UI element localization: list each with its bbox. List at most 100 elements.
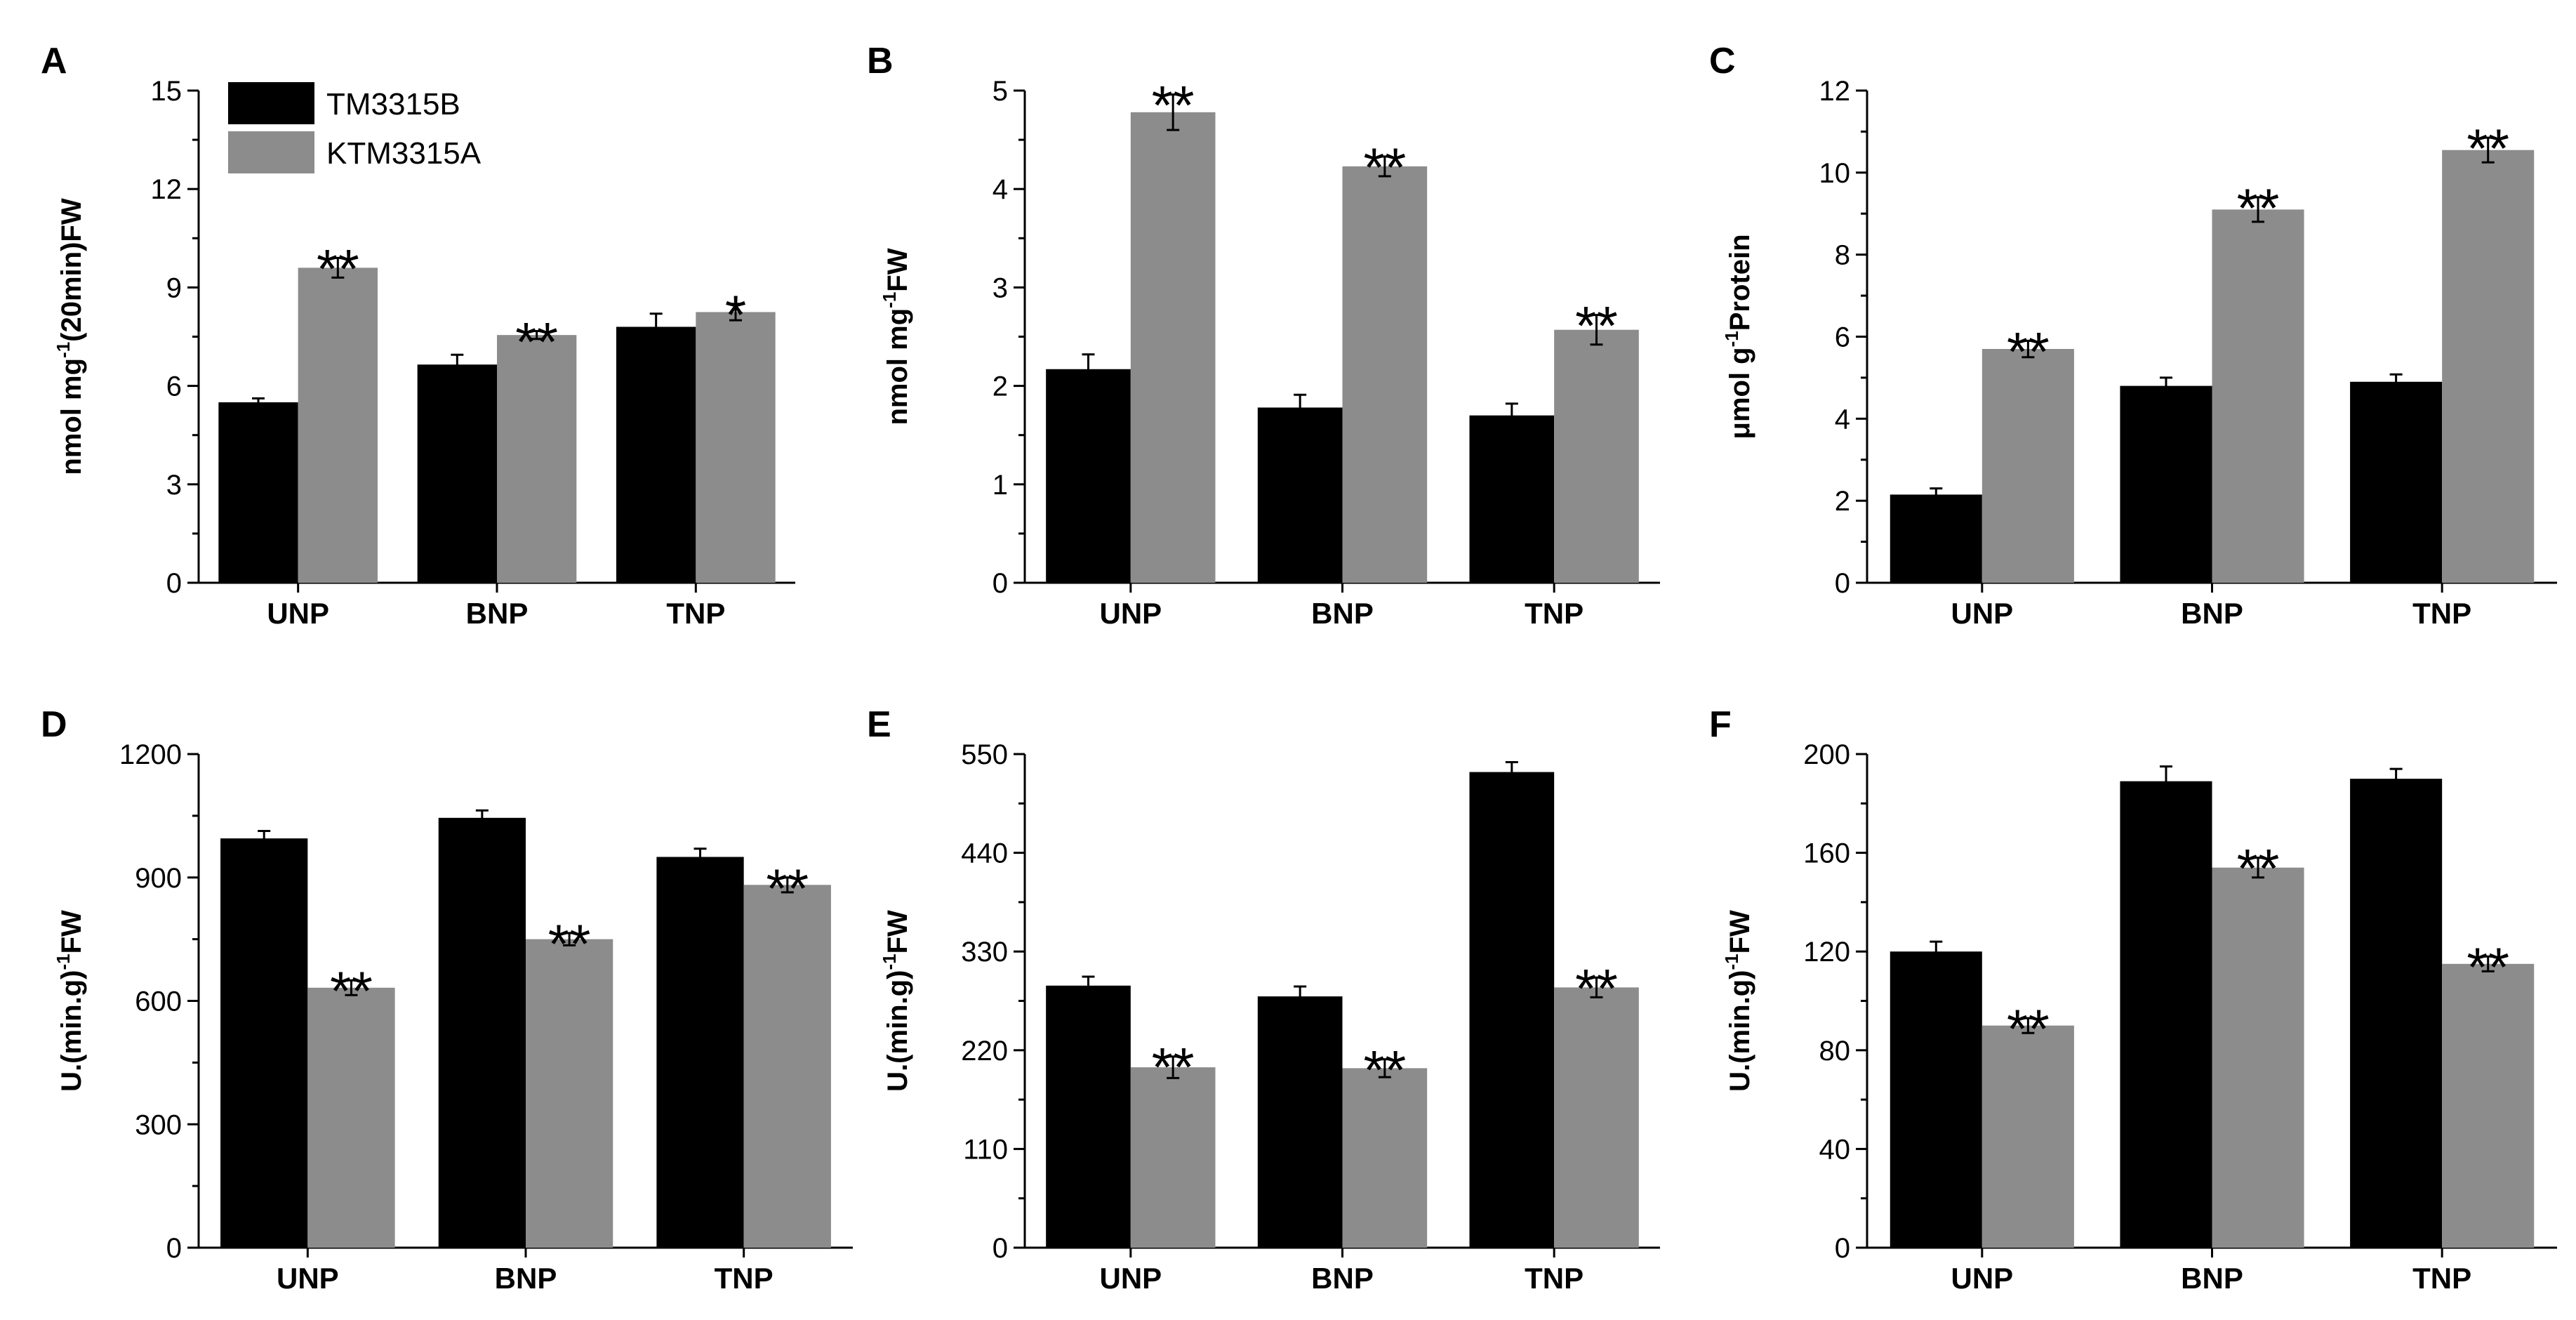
panel-a: A 0 3 6 9 12 15 UNP ** BNP ** TNP * nmol mg-1(20min)F…: [41, 41, 795, 630]
panel-letter: C: [1709, 41, 1736, 81]
y-axis-label: μmol g-1Protein: [1721, 234, 1755, 439]
x-tick-label: UNP: [267, 597, 329, 630]
y-tick-label: 8: [1835, 240, 1850, 271]
x-tick-label: TNP: [666, 597, 725, 630]
x-tick-label: TNP: [2412, 597, 2471, 630]
bar-ktm3315a: [2212, 209, 2304, 583]
bar-tm3315b: [1890, 951, 1982, 1248]
y-tick-label: 6: [1835, 322, 1850, 353]
y-axis-label: U.(min.g)-1FW: [53, 910, 87, 1092]
bar-ktm3315a: [298, 268, 378, 583]
legend-label-0: TM3315B: [326, 87, 460, 121]
legend-label-1: KTM3315A: [326, 136, 482, 171]
bar-ktm3315a: [1342, 1068, 1428, 1248]
bar-tm3315b: [656, 857, 744, 1248]
y-axis-label: U.(min.g)-1FW: [879, 910, 913, 1092]
x-tick-label: UNP: [1951, 1262, 2013, 1295]
x-tick-label: UNP: [1951, 597, 2013, 630]
y-tick-label: 2: [1835, 486, 1850, 517]
bar-ktm3315a: [2442, 963, 2535, 1248]
bar-ktm3315a: [1554, 329, 1639, 583]
y-axis-label: U.(min.g)-1FW: [1721, 910, 1755, 1092]
x-tick-label: BNP: [466, 597, 529, 630]
legend: TM3315B KTM3315A: [228, 82, 482, 173]
y-tick-label: 3: [166, 470, 182, 501]
panel-f: F 0 40 80 120 160 200 UNP ** BNP ** TNP ** U.(min.g)-…: [1709, 704, 2557, 1295]
panel-c: C 0 2 4 6 8 10 12 UNP ** BNP ** TNP ** μmol g-1Protein: [1709, 41, 2557, 630]
significance-marker: **: [317, 237, 359, 299]
significance-marker: **: [1363, 136, 1406, 198]
panel-letter: F: [1709, 704, 1732, 745]
y-tick-label: 2: [992, 371, 1008, 402]
bar-ktm3315a: [743, 885, 831, 1248]
y-tick-label: 0: [992, 568, 1008, 599]
y-tick-label: 3: [992, 272, 1008, 303]
y-tick-label: 440: [961, 838, 1008, 869]
significance-marker: **: [515, 311, 558, 373]
x-tick-label: UNP: [1099, 1262, 1162, 1295]
significance-marker: **: [2237, 838, 2280, 899]
significance-marker: **: [2467, 117, 2509, 179]
bar-tm3315b: [1257, 996, 1343, 1248]
bar-ktm3315a: [1981, 349, 2074, 583]
y-tick-label: 330: [961, 937, 1008, 968]
panel-letter: E: [867, 704, 891, 745]
x-tick-label: UNP: [1099, 597, 1162, 630]
y-tick-label: 15: [151, 76, 182, 107]
panel-letter: D: [41, 704, 67, 745]
y-tick-label: 80: [1819, 1036, 1851, 1067]
bar-tm3315b: [438, 817, 526, 1248]
significance-marker: **: [2237, 177, 2280, 239]
y-tick-label: 600: [135, 986, 182, 1017]
significance-marker: **: [1575, 957, 1618, 1019]
bar-tm3315b: [1890, 494, 1982, 583]
y-tick-label: 300: [135, 1109, 182, 1140]
bar-ktm3315a: [696, 312, 776, 583]
x-tick-label: BNP: [1311, 1262, 1374, 1295]
panel-letter: B: [867, 41, 894, 81]
bar-tm3315b: [2350, 779, 2443, 1248]
bar-tm3315b: [616, 326, 696, 583]
y-axis-label: nmol mg-1(20min)FW: [53, 198, 87, 475]
y-tick-label: 12: [151, 174, 182, 205]
panel-b: B 0 1 2 3 4 5 UNP ** BNP ** TNP ** nmol mg-1FW: [867, 41, 1660, 630]
bar-tm3315b: [2120, 781, 2212, 1248]
x-tick-label: TNP: [715, 1262, 774, 1295]
panel-e: E 0 110 220 330 440 550 UNP ** BNP ** TNP ** U.(min.g…: [867, 704, 1660, 1295]
x-tick-label: TNP: [2412, 1262, 2471, 1295]
bar-ktm3315a: [1342, 166, 1428, 583]
y-tick-label: 900: [135, 863, 182, 894]
y-tick-label: 0: [166, 568, 182, 599]
significance-marker: **: [1575, 295, 1618, 357]
bar-tm3315b: [1046, 985, 1131, 1248]
y-tick-label: 0: [166, 1233, 182, 1264]
y-tick-label: 0: [1835, 568, 1850, 599]
x-tick-label: BNP: [1311, 597, 1374, 630]
bar-tm3315b: [1257, 407, 1343, 583]
significance-marker: **: [1152, 74, 1195, 136]
legend-swatch-1: [228, 131, 314, 173]
legend-swatch-0: [228, 82, 314, 124]
y-tick-label: 160: [1803, 838, 1850, 869]
significance-marker: **: [2467, 936, 2509, 998]
y-tick-label: 9: [166, 272, 182, 303]
y-tick-label: 200: [1803, 739, 1850, 770]
y-tick-label: 0: [1835, 1233, 1850, 1264]
significance-marker: **: [548, 913, 591, 975]
y-tick-label: 0: [992, 1233, 1008, 1264]
bar-tm3315b: [2350, 381, 2443, 583]
significance-marker: **: [1152, 1036, 1195, 1098]
x-tick-label: BNP: [2181, 1262, 2243, 1295]
y-tick-label: 40: [1819, 1134, 1851, 1165]
bar-tm3315b: [218, 402, 298, 583]
y-tick-label: 12: [1819, 76, 1851, 107]
y-tick-label: 4: [992, 174, 1008, 205]
bar-ktm3315a: [1130, 112, 1216, 583]
y-tick-label: 1200: [119, 739, 182, 770]
bar-tm3315b: [1469, 772, 1555, 1248]
bar-ktm3315a: [1130, 1067, 1216, 1248]
significance-marker: **: [330, 960, 373, 1022]
panel-letter: A: [41, 41, 67, 81]
bar-ktm3315a: [497, 335, 577, 583]
